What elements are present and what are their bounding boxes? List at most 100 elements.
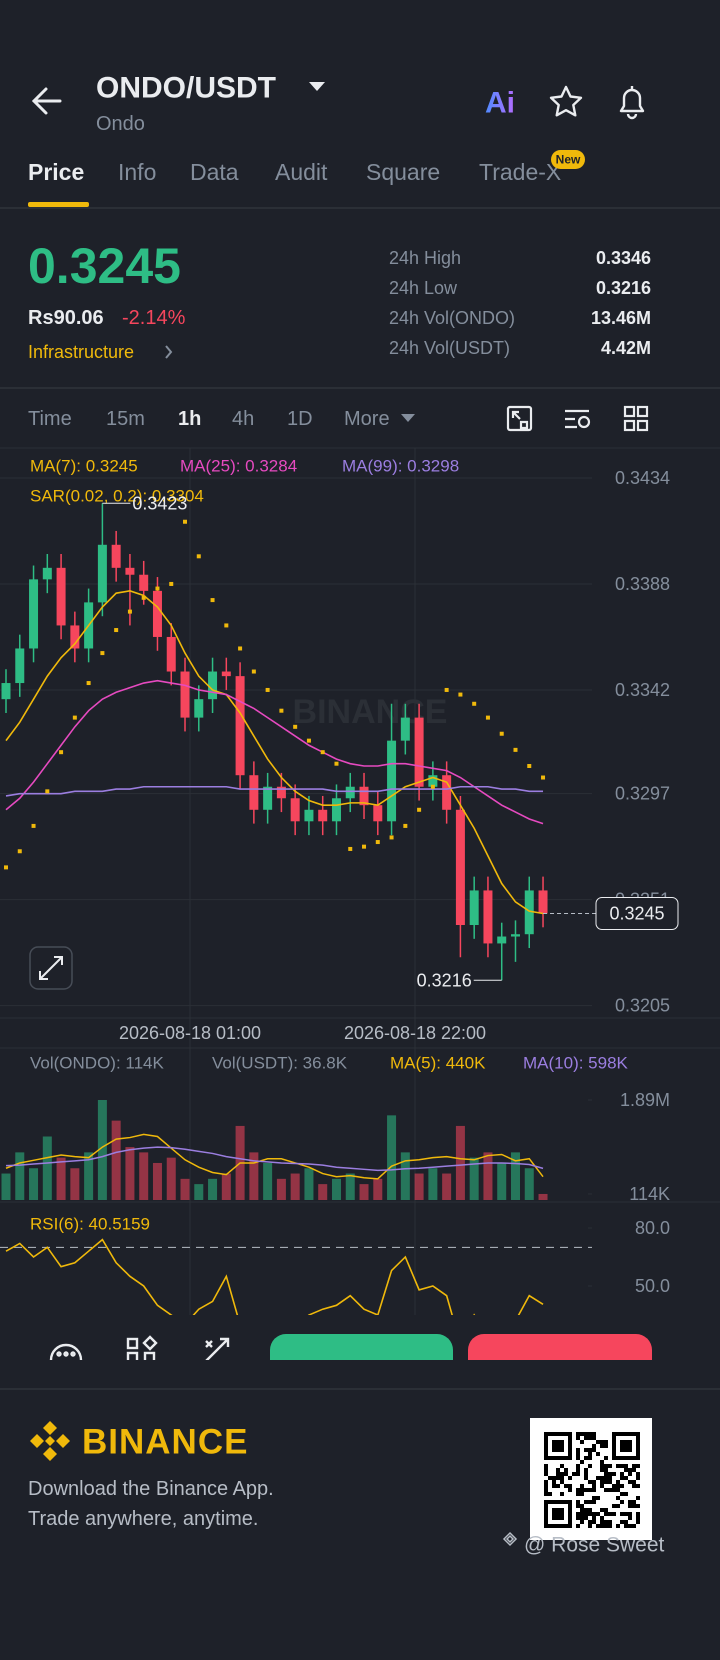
interval[interactable]: 1h <box>178 408 201 430</box>
buy-button[interactable] <box>270 1334 453 1360</box>
alert-button[interactable] <box>619 86 645 120</box>
qr-module <box>584 1472 588 1476</box>
qr-module <box>600 1480 604 1484</box>
qr-module <box>616 1464 620 1468</box>
tab[interactable]: Square <box>366 159 440 185</box>
qr-module <box>608 1520 612 1524</box>
volume-bar <box>15 1152 25 1200</box>
tab[interactable]: Info <box>118 159 156 185</box>
qr-module <box>580 1488 584 1492</box>
qr-module <box>544 1472 548 1476</box>
volume-overlay: Vol(ONDO): 114K Vol(USDT): 36.8K MA(5): 44… <box>30 1054 670 1204</box>
candle-body <box>221 671 231 677</box>
qr-module <box>576 1432 580 1436</box>
fullscreen-button[interactable] <box>29 946 73 990</box>
qr-module <box>636 1464 640 1468</box>
fiat-price: Rs90.06 <box>28 307 104 329</box>
chart-tools[interactable] <box>506 405 649 432</box>
legend-entry: MA(10): 598K <box>523 1054 629 1073</box>
interval[interactable]: More <box>344 408 390 430</box>
qr-module <box>600 1524 604 1528</box>
sar-dot <box>100 651 105 656</box>
qr-module <box>600 1508 604 1512</box>
sar-dot <box>485 715 490 720</box>
tab[interactable]: Audit <box>275 159 328 185</box>
tab[interactable]: Trade-X <box>479 159 561 185</box>
sar-dot <box>541 775 546 780</box>
qr-module <box>544 1480 548 1484</box>
interval[interactable]: Time <box>28 408 72 430</box>
qr-module <box>576 1504 580 1508</box>
volume-bar <box>70 1168 80 1200</box>
y-tick-label: 0.3434 <box>615 468 670 488</box>
qr-module <box>636 1520 640 1524</box>
sector-chevron[interactable] <box>165 345 173 359</box>
qr-module <box>604 1468 608 1472</box>
qr-module <box>584 1456 588 1460</box>
qr-module <box>588 1488 592 1492</box>
qr-module <box>592 1516 596 1520</box>
ai-button[interactable]: Ai <box>485 87 515 120</box>
qr-module <box>592 1448 596 1452</box>
fullscreen-icon[interactable] <box>39 956 63 980</box>
qr-module <box>616 1524 620 1528</box>
candle-body <box>1 683 11 700</box>
qr-module <box>636 1516 640 1520</box>
interval[interactable]: 15m <box>106 408 145 430</box>
interval[interactable]: 4h <box>232 408 254 430</box>
qr-module <box>600 1460 604 1464</box>
sell-button[interactable] <box>468 1334 652 1360</box>
brand-logo <box>30 1421 70 1461</box>
candle-body <box>125 567 135 575</box>
tab-indicator <box>28 202 89 207</box>
sar-dot <box>31 823 36 828</box>
qr-module <box>608 1464 612 1468</box>
qr-module <box>580 1516 584 1520</box>
brand-name: BINANCE <box>82 1423 248 1462</box>
interval[interactable]: 1D <box>287 408 313 430</box>
candle-body <box>359 786 369 806</box>
y-tick-label: 0.3388 <box>615 574 670 594</box>
candle-body <box>235 676 245 776</box>
candle-body <box>180 671 190 718</box>
qr-module <box>592 1488 596 1492</box>
qr-module <box>580 1484 584 1488</box>
candle-body <box>414 717 424 787</box>
favorite-button[interactable] <box>549 85 583 117</box>
action-icons[interactable] <box>49 1335 230 1364</box>
sar-dot <box>86 681 91 686</box>
qr-module <box>556 1476 560 1480</box>
qr-module <box>588 1480 592 1484</box>
qr-module <box>604 1488 608 1492</box>
candle-body <box>97 544 107 603</box>
sar-dot <box>417 807 422 812</box>
candle-body <box>290 798 300 822</box>
volume-bar <box>510 1152 520 1200</box>
qr-module <box>628 1516 632 1520</box>
sar-dot <box>403 823 408 828</box>
volume-bar <box>97 1100 107 1200</box>
back-button[interactable] <box>31 87 62 115</box>
tab[interactable]: Price <box>28 159 84 185</box>
sar-dot <box>4 865 8 870</box>
candle-body <box>152 590 162 637</box>
pair-title[interactable]: ONDO/USDT <box>96 72 276 105</box>
more-caret[interactable] <box>401 414 415 422</box>
pair-caret[interactable] <box>309 82 325 91</box>
qr-module <box>584 1448 588 1452</box>
volume-bar <box>125 1147 135 1200</box>
qr-module <box>560 1480 564 1484</box>
qr-module <box>580 1440 584 1444</box>
candle-body <box>139 574 149 591</box>
qr-module <box>620 1520 624 1524</box>
qr-module <box>604 1456 608 1460</box>
pair-subtitle: Ondo <box>96 113 145 135</box>
qr-module <box>600 1464 604 1468</box>
tab[interactable]: Data <box>190 159 239 185</box>
qr-module <box>596 1512 600 1516</box>
sar-dot <box>499 731 504 736</box>
stat-value: 13.46M <box>591 308 651 328</box>
sector-link[interactable]: Infrastructure <box>28 342 134 362</box>
qr-module <box>620 1512 624 1516</box>
